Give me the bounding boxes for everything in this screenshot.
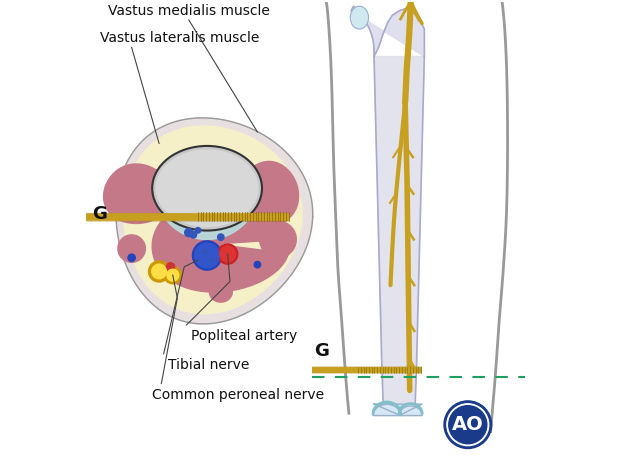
Polygon shape xyxy=(260,221,296,258)
Circle shape xyxy=(202,249,208,255)
Polygon shape xyxy=(351,6,424,56)
Circle shape xyxy=(449,406,487,444)
Polygon shape xyxy=(116,118,312,324)
Ellipse shape xyxy=(350,6,368,29)
Circle shape xyxy=(192,241,222,270)
Circle shape xyxy=(444,401,492,448)
Circle shape xyxy=(166,263,175,271)
Polygon shape xyxy=(168,196,246,227)
Polygon shape xyxy=(123,126,302,313)
Circle shape xyxy=(190,232,197,238)
Ellipse shape xyxy=(152,146,262,230)
Text: G: G xyxy=(92,205,107,224)
Circle shape xyxy=(195,228,201,233)
Polygon shape xyxy=(373,404,422,415)
Ellipse shape xyxy=(156,149,259,227)
Circle shape xyxy=(447,404,489,446)
Polygon shape xyxy=(239,162,299,225)
Text: Common peroneal nerve: Common peroneal nerve xyxy=(152,388,324,402)
Circle shape xyxy=(220,246,236,262)
Text: G: G xyxy=(314,342,329,360)
Polygon shape xyxy=(210,282,232,302)
Circle shape xyxy=(167,269,179,281)
Text: Popliteal artery: Popliteal artery xyxy=(191,329,298,343)
Circle shape xyxy=(195,243,219,268)
Circle shape xyxy=(152,264,166,279)
Polygon shape xyxy=(374,56,424,404)
Circle shape xyxy=(218,234,224,241)
Polygon shape xyxy=(153,201,288,292)
Text: Vastus lateralis muscle: Vastus lateralis muscle xyxy=(100,31,259,45)
Text: Tibial nerve: Tibial nerve xyxy=(168,358,250,372)
Circle shape xyxy=(185,229,193,237)
Polygon shape xyxy=(163,197,251,233)
Text: AO: AO xyxy=(452,415,484,434)
Circle shape xyxy=(128,254,135,262)
Circle shape xyxy=(254,262,260,268)
Circle shape xyxy=(210,258,214,263)
Circle shape xyxy=(149,261,170,282)
Circle shape xyxy=(164,266,182,284)
Circle shape xyxy=(218,244,237,264)
Polygon shape xyxy=(104,164,172,224)
Polygon shape xyxy=(118,235,145,263)
Text: Vastus medialis muscle: Vastus medialis muscle xyxy=(108,4,270,17)
Polygon shape xyxy=(156,198,258,240)
